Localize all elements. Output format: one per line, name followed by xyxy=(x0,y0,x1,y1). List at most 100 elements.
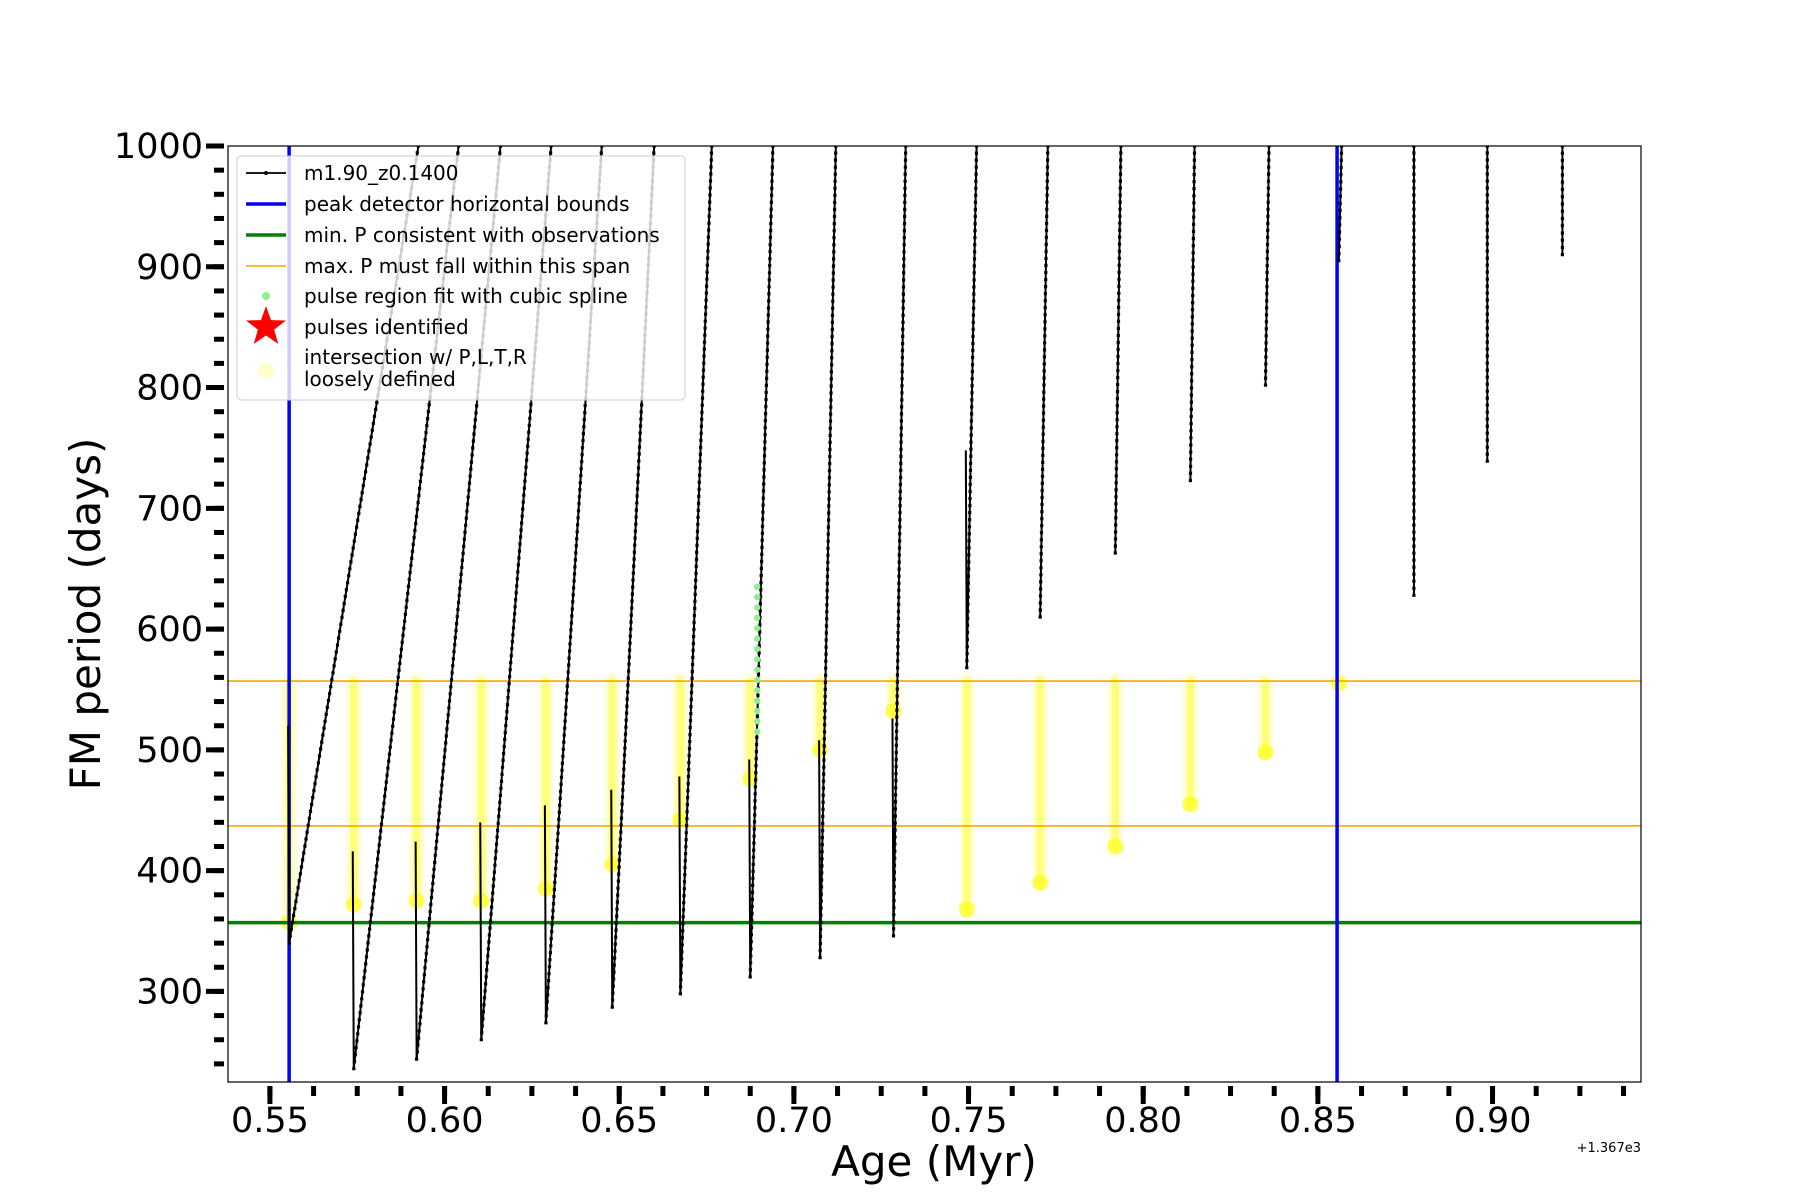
legend-marker-0 xyxy=(264,171,268,175)
x-tick-label-6: 0.85 xyxy=(1279,1101,1357,1141)
pulse-markers-12 xyxy=(1113,146,1123,555)
legend-label-3: max. P must fall within this span xyxy=(304,254,630,278)
pulse-markers-6 xyxy=(678,146,714,996)
pulse-18 xyxy=(1560,146,1564,257)
x-tick-label-2: 0.65 xyxy=(580,1101,658,1141)
x-tick-label-0: 0.55 xyxy=(231,1101,309,1141)
pulse-markers-8 xyxy=(818,146,838,960)
spline-dot-0 xyxy=(754,728,761,735)
legend-item-4: pulse region fit with cubic spline xyxy=(262,284,628,308)
spline-dot-4 xyxy=(754,687,761,694)
pulse-drop-7 xyxy=(748,759,752,977)
legend-item-1: peak detector horizontal bounds xyxy=(246,192,630,216)
legend-item-3: max. P must fall within this span xyxy=(246,254,630,278)
pulse-drop-0 xyxy=(287,725,291,944)
intersection-end-9 xyxy=(885,703,902,720)
pulse-drop-9 xyxy=(891,718,895,936)
plot-area xyxy=(228,146,1641,1082)
spline-dot-1 xyxy=(754,718,761,725)
pulse-6 xyxy=(678,146,714,996)
spline-dot-5 xyxy=(754,676,761,684)
pulse-9 xyxy=(891,146,908,938)
y-tick-label-1: 400 xyxy=(136,852,203,892)
legend-item-2: min. P consistent with observations xyxy=(246,223,660,247)
pulse-markers-16 xyxy=(1412,146,1416,597)
pulse-drop-1 xyxy=(351,851,355,1069)
spline-dot-7 xyxy=(754,656,761,663)
spline-dot-10 xyxy=(754,625,761,632)
spline-dot-3 xyxy=(754,697,761,704)
pulse-drop-8 xyxy=(818,740,822,958)
pulse-markers-11 xyxy=(1038,146,1050,619)
legend-item-0: m1.90_z0.1400 xyxy=(246,161,459,185)
x-tick-label-5: 0.80 xyxy=(1104,1101,1182,1141)
x-offset-label: +1.367e3 xyxy=(1577,1141,1641,1156)
legend-label-2: min. P consistent with observations xyxy=(304,223,660,247)
intersection-end-11 xyxy=(1032,874,1049,891)
pulse-markers-14 xyxy=(1263,146,1271,387)
pulse-15 xyxy=(1337,146,1344,263)
y-tick-label-6: 900 xyxy=(136,248,203,288)
pulse-drop-3 xyxy=(479,822,483,1040)
pulse-markers-18 xyxy=(1560,146,1564,257)
intersection-end-14 xyxy=(1257,744,1274,761)
pulse-markers-13 xyxy=(1188,146,1197,483)
legend-label-6: intersection w/ P,L,T,R xyxy=(304,345,527,369)
spline-dot-12 xyxy=(754,604,761,611)
pulse-16 xyxy=(1412,146,1416,597)
pulse-drop-5 xyxy=(610,789,614,1008)
pulse-drop-4 xyxy=(543,805,547,1023)
spline-dot-13 xyxy=(754,593,761,601)
x-tick-label-3: 0.70 xyxy=(755,1101,833,1141)
pulse-drop-6 xyxy=(678,776,682,994)
spline-dot-11 xyxy=(754,614,761,622)
pulse-17 xyxy=(1485,146,1489,463)
spline-dot-9 xyxy=(754,635,761,642)
y-tick-label-3: 600 xyxy=(136,610,203,650)
legend-label-4: pulse region fit with cubic spline xyxy=(304,284,628,308)
pulse-10 xyxy=(964,146,979,670)
pulse-14 xyxy=(1263,146,1271,387)
pulse-markers-15 xyxy=(1337,146,1344,263)
y-axis-title: FM period (days) xyxy=(61,438,110,791)
legend-label-0: m1.90_z0.1400 xyxy=(304,161,459,185)
pulse-drop-2 xyxy=(414,841,418,1060)
intersection-end-12 xyxy=(1107,838,1124,855)
x-tick-label-1: 0.60 xyxy=(406,1101,484,1141)
y-tick-label-2: 500 xyxy=(136,731,203,771)
pulse-12 xyxy=(1113,146,1123,555)
y-tick-label-5: 800 xyxy=(136,369,203,409)
legend-label-6-line2: loosely defined xyxy=(304,367,456,391)
pulse-markers-17 xyxy=(1485,146,1489,463)
y-tick-label-4: 700 xyxy=(136,489,203,529)
spline-dot-6 xyxy=(754,666,761,673)
x-tick-label-4: 0.75 xyxy=(930,1101,1008,1141)
spline-region xyxy=(754,583,761,735)
pulse-8 xyxy=(818,146,838,960)
spline-dot-8 xyxy=(754,645,761,653)
pulse-13 xyxy=(1188,146,1197,483)
legend-label-5: pulses identified xyxy=(304,315,469,339)
intersection-end-10 xyxy=(958,901,975,918)
y-tick-label-0: 300 xyxy=(136,972,203,1012)
pulse-markers-10 xyxy=(965,146,979,670)
x-tick-label-7: 0.90 xyxy=(1454,1101,1532,1141)
plot-frame xyxy=(227,145,1642,1083)
legend-item-5: pulses identified xyxy=(246,306,469,344)
spline-dot-14 xyxy=(754,583,761,591)
legend-label-1: peak detector horizontal bounds xyxy=(304,192,630,216)
legend-star-icon xyxy=(246,306,286,344)
spline-dot-2 xyxy=(754,707,761,715)
axes: 0.55 0.60 0.65 0.70 0.75 0.80 0.85 0.90 300 400 50… xyxy=(114,127,1627,1141)
legend-swatch-4 xyxy=(262,292,270,300)
legend-swatch-6 xyxy=(258,363,274,379)
intersection-end-13 xyxy=(1182,796,1199,813)
pulse-11 xyxy=(1038,146,1050,619)
x-axis-title: Age (Myr) xyxy=(831,1137,1037,1186)
pulse-drop-10 xyxy=(964,450,968,668)
y-tick-label-7: 1000 xyxy=(114,127,203,167)
pulse-7 xyxy=(748,146,775,979)
